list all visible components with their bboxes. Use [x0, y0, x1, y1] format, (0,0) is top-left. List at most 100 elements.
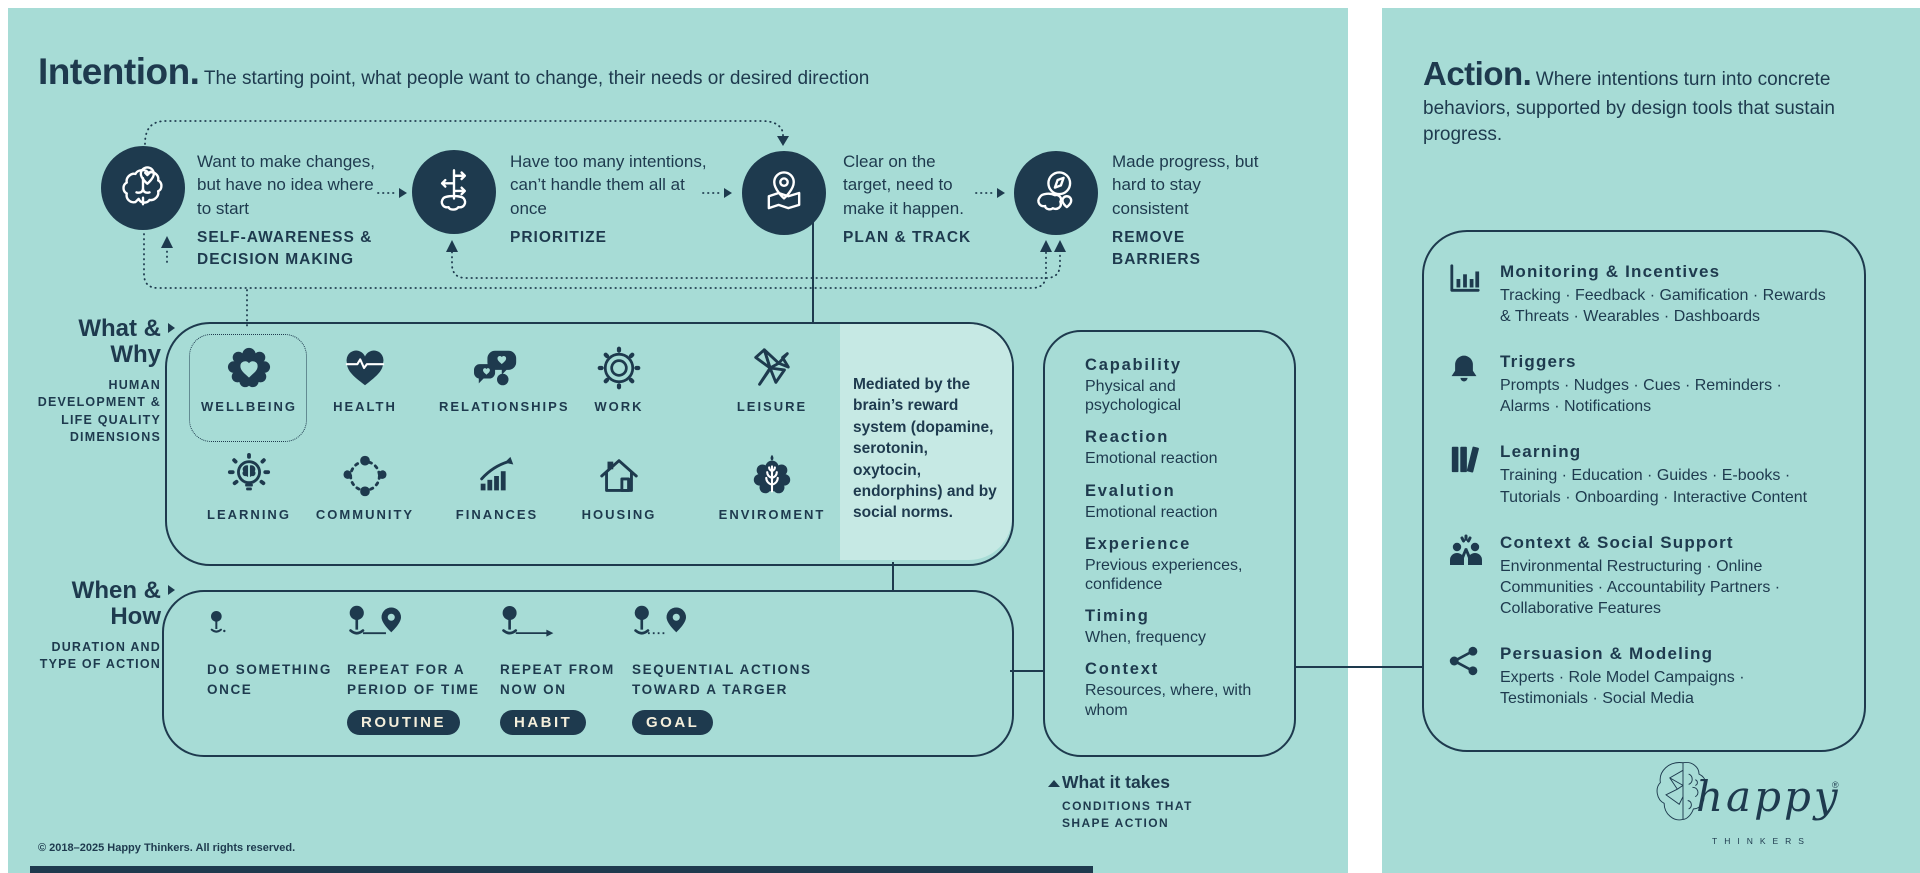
work-icon: [597, 346, 641, 390]
dimension-health: HEALTH: [307, 340, 423, 414]
dimension-label: WORK: [594, 399, 644, 414]
action-panel: Action. Where intentions turn into concr…: [1382, 8, 1920, 873]
compass-map-icon: [1037, 171, 1073, 211]
dimension-label: HEALTH: [333, 399, 397, 414]
action-type-goal: SEQUENTIAL ACTIONS TOWARD A TARGER GOAL: [632, 604, 822, 735]
stage-circle-self-awareness: [101, 146, 185, 230]
arrow-right-icon: [168, 323, 175, 333]
what-why-label: What & Why HUMAN DEVELOPMENT & LIFE QUAL…: [36, 316, 161, 447]
pin-dotted-path-icon: [634, 605, 686, 635]
tool-desc: Training · Education · Guides · E-books …: [1500, 467, 1808, 506]
what-why-subtitle: HUMAN DEVELOPMENT & LIFE QUALITY DIMENSI…: [37, 377, 161, 445]
dimensions-box: Mediated by the brain’s reward system (d…: [165, 322, 1014, 566]
pin-path-icon: [349, 605, 401, 635]
stage-desc: Have too many intentions, can’t handle t…: [510, 152, 707, 218]
happy-thinkers-logo: happy ® THINKERS: [1632, 754, 1912, 870]
tool-learning: Learning Training · Education · Guides ·…: [1448, 442, 1850, 507]
tool-name: Context & Social Support: [1500, 532, 1734, 552]
action-title-block: Action. Where intentions turn into concr…: [1423, 52, 1875, 147]
when-how-subtitle: DURATION AND TYPE OF ACTION: [39, 639, 161, 672]
intention-title: Intention.: [38, 51, 200, 92]
signpost-icon: [440, 169, 467, 211]
what-it-takes-block: What it takes CONDITIONS THAT SHAPE ACTI…: [1036, 772, 1236, 833]
logo-script-text: happy: [1696, 772, 1841, 821]
tool-triggers: Triggers Prompts · Nudges · Cues · Remin…: [1448, 352, 1850, 417]
arrow-right-icon: [168, 585, 175, 595]
finances-icon: [480, 456, 514, 491]
dimension-label: ENVIROMENT: [718, 507, 826, 522]
tool-desc: Tracking · Feedback · Gamification · Rew…: [1500, 287, 1826, 326]
community-icon: [343, 455, 387, 497]
stage-label: PLAN & TRACK: [843, 229, 972, 247]
leisure-icon: [754, 348, 790, 386]
action-type-once: DO SOMETHING ONCE: [207, 604, 357, 701]
registered-mark: ®: [1832, 780, 1839, 790]
tool-desc: Experts · Role Model Campaigns · Testimo…: [1500, 668, 1745, 708]
action-type-label: REPEAT FOR A PERIOD OF TIME: [347, 662, 480, 698]
stage-self-awareness: Want to make changes, but have no idea w…: [197, 150, 387, 271]
dimension-relationships: RELATIONSHIPS: [439, 340, 570, 414]
tools-box: Monitoring & Incentives Tracking · Feedb…: [1422, 230, 1866, 752]
reward-system-note: Mediated by the brain’s reward system (d…: [840, 324, 1012, 560]
stage-desc: Want to make changes, but have no idea w…: [197, 152, 375, 218]
condition-capability: Capability Physical and psychological: [1085, 356, 1280, 415]
condition-timing: Timing When, frequency: [1085, 607, 1280, 647]
tool-name: Triggers: [1500, 352, 1577, 372]
condition-desc: Resources, where, with whom: [1085, 682, 1252, 719]
dimension-leisure: LEISURE: [714, 340, 830, 414]
dimension-label: FINANCES: [455, 507, 539, 522]
bottom-bar: [30, 866, 1093, 873]
wellbeing-highlight-outline: [189, 334, 307, 442]
action-type-badge: ROUTINE: [347, 709, 460, 735]
note-text: Mediated by the brain’s reward system (d…: [853, 376, 997, 522]
stage-label: SELF-AWARENESS & DECISION MAKING: [197, 229, 373, 269]
health-icon: [345, 350, 385, 386]
enviroment-icon: [753, 454, 791, 494]
stage-desc: Clear on the target, need to make it hap…: [843, 152, 964, 218]
condition-experience: Experience Previous experiences, confide…: [1085, 535, 1280, 594]
brain-logo-icon: [1656, 761, 1707, 821]
logo-caps-text: THINKERS: [1712, 836, 1811, 846]
tool-name: Persuasion & Modeling: [1500, 643, 1714, 663]
action-type-badge: GOAL: [632, 709, 714, 735]
tool-monitoring-incentives: Monitoring & Incentives Tracking · Feedb…: [1448, 262, 1850, 327]
condition-name: Capability: [1085, 356, 1182, 374]
dimension-label: LEISURE: [736, 399, 808, 414]
bell-icon: [1451, 355, 1477, 382]
tool-context-social-support: Context & Social Support Environmental R…: [1448, 533, 1850, 619]
action-type-label: DO SOMETHING ONCE: [207, 662, 332, 698]
stage-plan-track: Clear on the target, need to make it hap…: [843, 150, 988, 249]
dimension-label: COMMUNITY: [315, 507, 415, 522]
condition-desc: When, frequency: [1085, 629, 1206, 647]
dimension-community: COMMUNITY: [307, 448, 423, 522]
dimension-label: RELATIONSHIPS: [439, 399, 570, 414]
dimension-learning: LEARNING: [191, 448, 307, 522]
brain-location-icon: [122, 166, 163, 206]
dimension-finances: FINANCES: [439, 448, 555, 522]
caret-up-icon: [1048, 780, 1060, 787]
condition-desc: Previous experiences, confidence: [1085, 556, 1243, 593]
stage-circle-plan-track: [742, 151, 826, 235]
action-subtitle: Where intentions turn into concrete beha…: [1423, 69, 1835, 145]
condition-name: Context: [1085, 660, 1160, 679]
tool-persuasion-modeling: Persuasion & Modeling Experts · Role Mod…: [1448, 644, 1850, 709]
intention-subtitle: The starting point, what people want to …: [203, 68, 870, 89]
condition-desc: Emotional reaction: [1085, 503, 1218, 521]
what-it-takes-subtitle: CONDITIONS THAT SHAPE ACTION: [1062, 799, 1193, 831]
condition-desc: Physical and psychological: [1085, 378, 1182, 415]
dimension-label: LEARNING: [207, 507, 291, 522]
condition-name: Experience: [1085, 534, 1192, 553]
when-how-title: When & How: [71, 577, 161, 630]
share-icon: [1449, 646, 1478, 676]
copyright-text: © 2018–2025 Happy Thinkers. All rights r…: [38, 842, 296, 854]
pin-arrow-icon: [502, 606, 554, 637]
wellbeing-icon: [227, 347, 271, 388]
tool-name: Learning: [1500, 442, 1582, 462]
dimension-housing: HOUSING: [561, 448, 677, 522]
stage-desc: Made progress, but hard to stay consiste…: [1112, 152, 1259, 218]
stage-circle-prioritize: [412, 150, 496, 234]
conditions-box: Capability Physical and psychological Re…: [1043, 330, 1296, 757]
tool-desc: Prompts · Nudges · Cues · Reminders · Al…: [1500, 377, 1782, 416]
condition-context: Context Resources, where, with whom: [1085, 660, 1280, 719]
